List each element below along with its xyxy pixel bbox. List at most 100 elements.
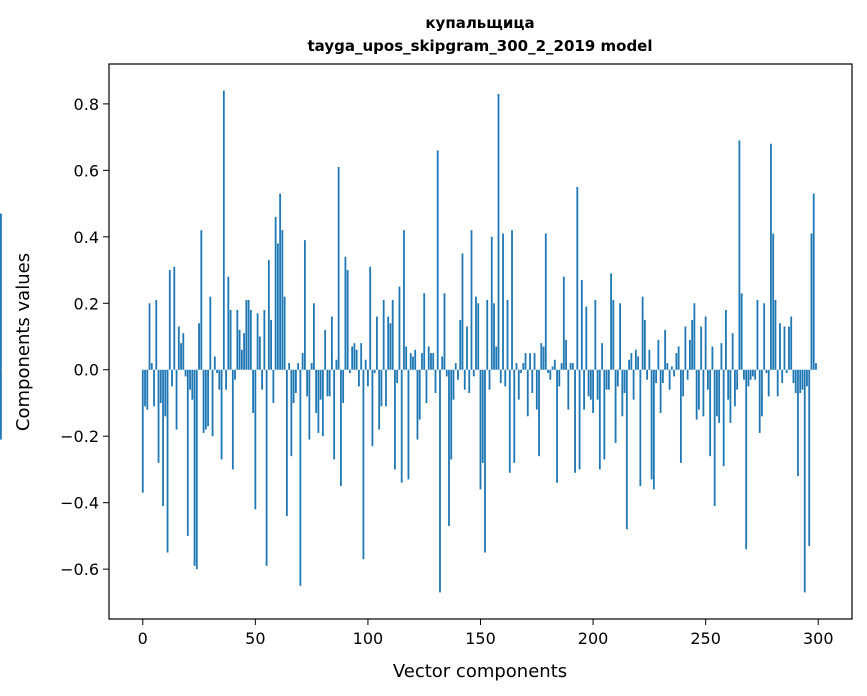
- bar: [745, 369, 748, 550]
- bar: [531, 369, 534, 394]
- y-axis-label: Components values: [13, 253, 34, 431]
- bar: [367, 369, 369, 387]
- bar: [695, 369, 698, 420]
- bar: [358, 369, 360, 387]
- bar: [488, 369, 491, 390]
- bar: [794, 369, 797, 394]
- bar: [229, 309, 232, 370]
- bar: [222, 90, 225, 370]
- bar: [423, 293, 426, 370]
- bar: [542, 346, 545, 370]
- bar: [803, 369, 806, 593]
- bar: [763, 303, 766, 370]
- bar: [220, 369, 223, 460]
- bar: [605, 369, 608, 390]
- bar: [484, 369, 486, 553]
- bar: [504, 369, 507, 387]
- bar: [558, 369, 561, 387]
- bar: [369, 266, 372, 370]
- bar: [551, 366, 554, 370]
- bar: [193, 369, 196, 566]
- bar: [331, 316, 333, 370]
- bar: [346, 270, 349, 370]
- bar: [297, 363, 300, 370]
- bar: [670, 366, 673, 370]
- bar: [412, 356, 414, 370]
- bar: [209, 296, 212, 370]
- bar: [668, 369, 671, 390]
- bar: [335, 359, 338, 370]
- bar: [243, 333, 245, 370]
- bar: [164, 369, 167, 417]
- bar: [281, 230, 284, 370]
- bar: [355, 349, 358, 370]
- bar: [641, 296, 644, 370]
- bar: [589, 369, 592, 400]
- bar: [306, 369, 309, 397]
- bar: [698, 369, 700, 410]
- bar: [598, 369, 601, 470]
- x-tick-label: 50: [245, 629, 265, 648]
- bar: [567, 369, 570, 410]
- bar: [409, 353, 412, 370]
- bar: [265, 369, 268, 566]
- bar: [400, 369, 403, 483]
- bar: [394, 369, 396, 470]
- bar: [396, 369, 399, 384]
- bar: [734, 369, 736, 407]
- x-tick-label: 250: [690, 629, 721, 648]
- bar: [382, 299, 385, 370]
- bar: [267, 260, 270, 370]
- bar: [776, 369, 779, 397]
- bar: [445, 369, 448, 377]
- bar: [758, 369, 761, 433]
- bar: [207, 369, 209, 427]
- bar: [693, 303, 696, 370]
- bar: [258, 336, 261, 370]
- bar: [702, 369, 705, 417]
- bar: [659, 369, 662, 413]
- bar: [779, 323, 781, 370]
- bar: [513, 369, 516, 463]
- bar: [707, 369, 709, 390]
- bar: [502, 233, 504, 370]
- bar: [430, 353, 432, 370]
- x-tick-label: 200: [578, 629, 609, 648]
- bar: [283, 296, 286, 370]
- bar: [679, 369, 682, 463]
- bar: [677, 346, 680, 370]
- bar: [562, 276, 565, 370]
- bar: [754, 369, 757, 380]
- bar: [477, 303, 480, 370]
- bar: [587, 369, 590, 397]
- bar: [722, 369, 725, 467]
- bar: [227, 276, 230, 370]
- bar: [655, 369, 658, 384]
- bar: [740, 293, 743, 370]
- bar: [378, 369, 381, 430]
- bar: [749, 369, 752, 380]
- bar: [497, 93, 500, 370]
- bar: [288, 363, 291, 370]
- bar: [621, 369, 624, 417]
- bar: [263, 309, 266, 370]
- bar: [276, 243, 279, 370]
- bar: [166, 369, 169, 553]
- bar: [725, 309, 727, 370]
- bar: [351, 346, 354, 370]
- bar: [623, 369, 626, 394]
- bar: [711, 346, 714, 370]
- x-tick-label: 150: [465, 629, 496, 648]
- bar: [141, 369, 144, 493]
- bar: [767, 369, 770, 397]
- bar: [781, 369, 784, 384]
- bar: [195, 369, 198, 570]
- bar: [756, 299, 759, 370]
- bar: [373, 369, 376, 374]
- bar: [344, 256, 347, 370]
- bar: [508, 369, 511, 473]
- bar: [249, 309, 252, 370]
- bar: [360, 343, 363, 370]
